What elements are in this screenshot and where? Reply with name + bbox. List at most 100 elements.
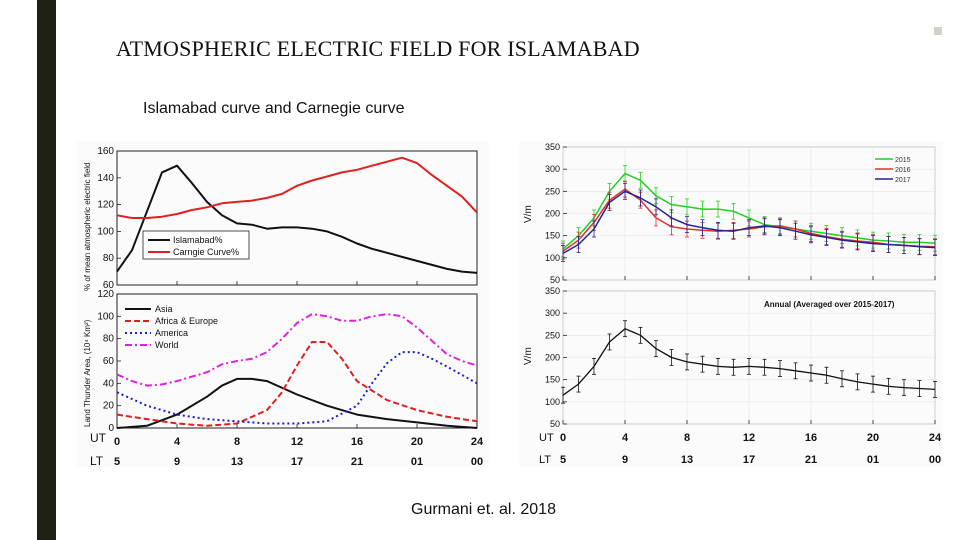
y-tick-label: 300 [545, 164, 560, 174]
x-tick-label-ut: 12 [291, 436, 303, 448]
y-tick-label: 200 [545, 209, 560, 219]
page-title: ATMOSPHERIC ELECTRIC FIELD FOR ISLAMABAD [116, 36, 640, 61]
x-tick-label-ut: 4 [174, 436, 181, 448]
y-tick-label: 40 [103, 378, 115, 389]
legend-world: World [155, 340, 178, 350]
right-ut-label: UT [539, 432, 554, 444]
y-tick-label: 120 [97, 289, 114, 300]
x-tick-label-ut: 12 [743, 432, 755, 444]
series-line-islamabad- [116, 164, 478, 274]
y-tick-label: 350 [545, 142, 560, 152]
legend-america: America [155, 328, 188, 338]
legend-africa-europe: Africa & Europe [155, 316, 218, 326]
y-tick-label: 160 [97, 146, 114, 157]
x-tick-label-lt: 17 [291, 456, 303, 467]
y-tick-label: 100 [545, 253, 560, 263]
y-tick-label: 350 [545, 286, 560, 296]
y-tick-label: 60 [103, 356, 115, 367]
y-tick-label: 60 [103, 280, 115, 291]
left-bottom-series [116, 313, 478, 429]
y-tick-label: 20 [103, 401, 115, 412]
left-top-series [116, 156, 478, 274]
series-line-world [116, 313, 478, 387]
x-tick-label-lt: 5 [114, 456, 120, 467]
x-tick-label-ut: 4 [622, 432, 629, 444]
right-bottom-ylabel: V/m [523, 347, 534, 365]
y-tick-label: 100 [97, 226, 114, 237]
left-lt-label: LT [90, 454, 104, 467]
y-tick-label: 150 [545, 375, 560, 385]
legend-2017: 2017 [895, 177, 911, 184]
x-tick-label-ut: 16 [351, 436, 363, 448]
y-tick-label: 250 [545, 330, 560, 340]
y-tick-label: 250 [545, 186, 560, 196]
x-tick-label-lt: 00 [929, 454, 941, 466]
x-tick-label-lt: 13 [681, 454, 693, 466]
citation-caption: Gurmani et. al. 2018 [411, 501, 556, 518]
legend-asia: Asia [155, 304, 173, 314]
right-top-legend: 2015 2016 2017 [875, 157, 911, 184]
x-tick-label-lt: 21 [805, 454, 817, 466]
x-tick-label-lt: 9 [622, 454, 628, 466]
x-tick-label-lt: 00 [471, 456, 483, 467]
x-tick-label-lt: 17 [743, 454, 755, 466]
page-subtitle: Islamabad curve and Carnegie curve [143, 100, 405, 117]
legend-islamabad: Islamabad% [173, 235, 223, 245]
left-top-legend: Islamabad% Carngie Curve% [142, 230, 250, 260]
legend-2015: 2015 [895, 157, 911, 164]
left-figure-svg: % of mean atmospheric electric field 60 8… [83, 146, 484, 468]
right-bottom-series [561, 320, 937, 404]
y-tick-label: 50 [550, 275, 560, 285]
series-line-africa-europe [116, 341, 478, 427]
x-tick-label-ut: 0 [114, 436, 120, 448]
x-tick-label-ut: 8 [234, 436, 240, 448]
right-top-ylabel: V/m [523, 205, 534, 223]
x-tick-label-lt: 21 [351, 456, 363, 467]
x-tick-label-lt: 13 [231, 456, 243, 467]
left-bottom-ylabel: Land Thunder Area, (10⁴ Km²) [83, 319, 92, 427]
y-tick-label: 50 [550, 419, 560, 429]
left-top-ylabel: % of mean atmospheric electric field [83, 163, 92, 292]
x-tick-label-ut: 24 [929, 432, 942, 444]
x-tick-label-lt: 01 [411, 456, 423, 467]
left-bottom-plot-frame [116, 293, 478, 429]
x-tick-label-ut: 24 [471, 436, 484, 448]
left-ut-label: UT [90, 431, 107, 445]
y-tick-label: 100 [545, 397, 560, 407]
right-bottom-grid [562, 290, 936, 425]
sidebar-bar [37, 0, 56, 540]
y-tick-label: 140 [97, 173, 114, 184]
series-line-asia [116, 377, 478, 429]
right-top-series [561, 165, 937, 262]
right-bottom-axis: 50 100 150 200 250 300 350 0 4 8 12 16 20 24 5 9 13 17 21 0… [545, 286, 942, 466]
y-tick-label: 300 [545, 308, 560, 318]
right-top-axis: 50 100 150 200 250 300 350 [545, 142, 936, 285]
x-tick-label-ut: 0 [560, 432, 566, 444]
y-tick-label: 150 [545, 231, 560, 241]
y-tick-label: 80 [103, 334, 115, 345]
y-tick-label: 200 [545, 353, 560, 363]
x-tick-label-lt: 01 [867, 454, 879, 466]
series-line-carngie-curve- [116, 156, 478, 219]
x-tick-label-ut: 20 [867, 432, 879, 444]
right-lt-label: LT [539, 454, 551, 466]
left-bottom-legend: Asia Africa & Europe America World [125, 304, 218, 350]
legend-carnegie: Carngie Curve% [173, 247, 239, 257]
y-tick-label: 80 [103, 253, 115, 264]
x-tick-label-lt: 9 [174, 456, 180, 467]
corner-accent [934, 27, 942, 35]
y-tick-label: 100 [97, 311, 114, 322]
left-figure: % of mean atmospheric electric field 60 8… [77, 141, 489, 468]
x-tick-label-ut: 8 [684, 432, 690, 444]
left-bottom-axis: 0 20 40 60 80 100 120 0 4 8 12 16 20 24 5 9 13 17 21 01 00 [97, 289, 484, 468]
left-top-axis: 60 80 100 120 140 160 [97, 146, 478, 291]
x-tick-label-lt: 5 [560, 454, 566, 466]
x-tick-label-ut: 16 [805, 432, 817, 444]
right-bottom-title: Annual (Averaged over 2015-2017) [764, 300, 895, 309]
legend-2016: 2016 [895, 167, 911, 174]
y-tick-label: 0 [108, 423, 114, 434]
left-top-plot-frame [116, 150, 478, 286]
right-figure: V/m 50 100 150 200 250 300 350 2015 2016 2017 … [519, 141, 943, 467]
x-tick-label-ut: 20 [411, 436, 423, 448]
